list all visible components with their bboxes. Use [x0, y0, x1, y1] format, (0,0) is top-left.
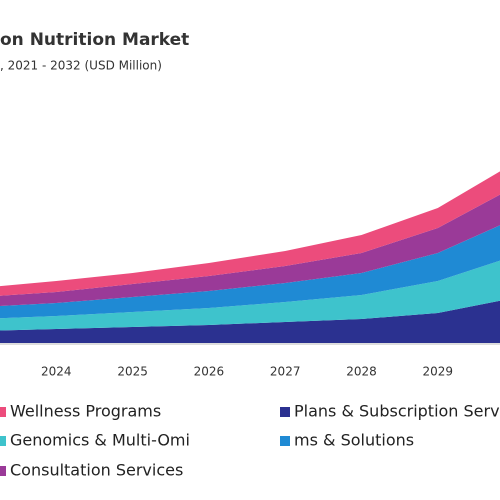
legend-label: ms & Solutions: [294, 431, 414, 450]
area: [0, 171, 500, 296]
x-tick-label: 2028: [346, 365, 377, 379]
chart-subtitle: , 2021 - 2032 (USD Million): [0, 59, 162, 73]
legend-label: Plans & Subscription Services: [294, 402, 500, 421]
x-tick-label: 2025: [117, 365, 148, 379]
area: [0, 260, 500, 331]
x-tick-label: 2029: [423, 365, 454, 379]
legend-marker: [280, 436, 290, 446]
legend-label: Genomics & Multi-Omi: [10, 431, 190, 450]
chart-title: on Nutrition Market: [0, 30, 189, 50]
legend-marker: [0, 466, 6, 476]
area: [0, 194, 500, 306]
x-tick-label: 2026: [194, 365, 225, 379]
plot-area: [0, 171, 500, 343]
legend-label: Consultation Services: [10, 461, 183, 480]
area: [0, 300, 500, 343]
legend-marker: [0, 436, 6, 446]
legend-label: Wellness Programs: [10, 402, 161, 421]
x-tick-label: 2027: [270, 365, 301, 379]
legend-marker: [0, 407, 6, 417]
x-tick-label: 2024: [41, 365, 72, 379]
area: [0, 225, 500, 319]
legend-marker: [280, 407, 290, 417]
